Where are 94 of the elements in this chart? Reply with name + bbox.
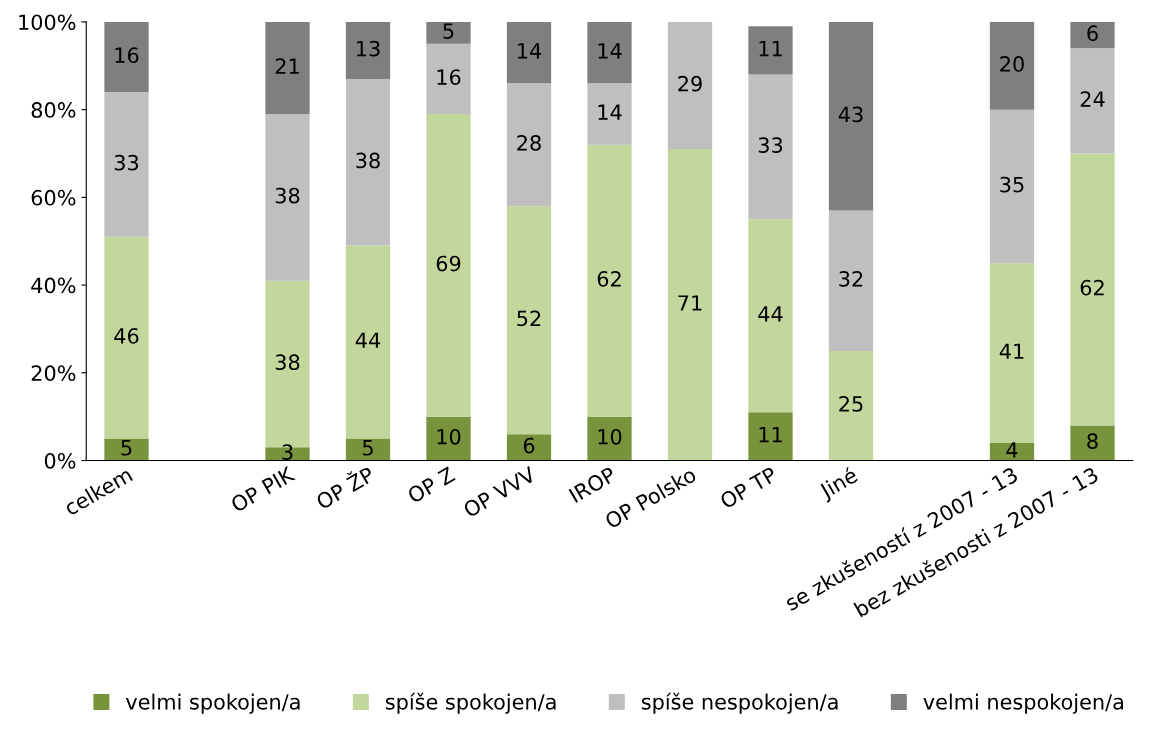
bar bbox=[506, 206, 552, 435]
bar bbox=[989, 263, 1035, 443]
data-label: 46 bbox=[114, 328, 139, 344]
data-label: 13 bbox=[357, 40, 380, 57]
y-tick-label: 100% bbox=[19, 14, 76, 31]
bar bbox=[345, 245, 391, 439]
legend-label: spíše spokojen/a bbox=[385, 692, 556, 714]
data-label: 29 bbox=[678, 75, 702, 92]
data-label: 33 bbox=[758, 137, 783, 153]
bar bbox=[104, 92, 149, 237]
bar bbox=[1070, 21, 1115, 49]
data-label: 20 bbox=[1000, 56, 1024, 72]
data-label: 8 bbox=[1087, 433, 1098, 450]
bar bbox=[587, 83, 632, 145]
bar bbox=[104, 438, 149, 461]
bar bbox=[426, 43, 471, 115]
x-tick-label: OP PIK bbox=[229, 465, 296, 513]
x-tick-label: OP VVV bbox=[462, 465, 537, 518]
bar bbox=[506, 434, 552, 461]
bar bbox=[265, 114, 310, 281]
data-label: 4 bbox=[1006, 442, 1018, 458]
bar bbox=[989, 21, 1035, 110]
bar bbox=[667, 149, 713, 461]
data-label: 11 bbox=[759, 426, 782, 443]
bar bbox=[104, 21, 149, 93]
data-label: 44 bbox=[758, 306, 783, 322]
bar bbox=[828, 350, 874, 461]
data-label: 41 bbox=[999, 343, 1024, 359]
data-label: 6 bbox=[1087, 25, 1098, 42]
data-label: 14 bbox=[518, 43, 542, 59]
bar bbox=[748, 74, 793, 220]
bar bbox=[426, 416, 471, 461]
bar bbox=[748, 26, 793, 75]
data-label: 6 bbox=[523, 437, 535, 454]
bar bbox=[345, 78, 391, 246]
bar bbox=[667, 21, 713, 150]
bar bbox=[506, 21, 552, 84]
x-tick-label: OP TP bbox=[718, 466, 778, 510]
legend-label: spíše nespokojen/a bbox=[641, 692, 838, 714]
y-tick-label: 20% bbox=[31, 365, 76, 382]
data-label: 5 bbox=[443, 23, 454, 39]
bar bbox=[104, 236, 149, 439]
x-tick-label: OP Z bbox=[406, 466, 456, 504]
x-tick-label: IROP bbox=[568, 466, 617, 504]
bar bbox=[1070, 425, 1115, 461]
bar bbox=[989, 109, 1035, 264]
data-label: 25 bbox=[839, 395, 863, 412]
bar bbox=[828, 210, 874, 351]
legend-label: velmi nespokojen/a bbox=[923, 693, 1124, 714]
data-label: 44 bbox=[355, 332, 381, 348]
y-tick-label: 80% bbox=[31, 102, 76, 118]
data-label: 11 bbox=[759, 41, 782, 57]
bar bbox=[828, 21, 874, 211]
data-label: 69 bbox=[436, 255, 461, 272]
data-label: 24 bbox=[1080, 91, 1105, 107]
legend-label: velmi spokojen/a bbox=[125, 693, 300, 714]
data-label: 28 bbox=[517, 135, 541, 151]
bar bbox=[506, 83, 552, 207]
bar bbox=[587, 21, 632, 84]
y-tick-label: 0% bbox=[44, 452, 76, 469]
data-label: 43 bbox=[838, 106, 863, 123]
data-label: 10 bbox=[437, 428, 461, 445]
data-label: 52 bbox=[517, 310, 541, 327]
data-label: 62 bbox=[1080, 279, 1104, 296]
x-tick-label: OP ŽP bbox=[313, 462, 376, 510]
data-label: 38 bbox=[275, 187, 300, 204]
data-label: 21 bbox=[275, 58, 299, 74]
data-label: 32 bbox=[839, 270, 863, 287]
data-label: 10 bbox=[598, 428, 622, 445]
bar bbox=[265, 21, 310, 115]
data-label: 16 bbox=[115, 47, 139, 64]
data-label: 38 bbox=[275, 354, 300, 371]
data-label: 38 bbox=[356, 152, 380, 169]
data-label: 35 bbox=[1000, 176, 1024, 193]
data-label: 5 bbox=[362, 440, 373, 456]
data-label: 71 bbox=[678, 295, 702, 311]
bar bbox=[587, 416, 632, 461]
data-label: 16 bbox=[437, 69, 461, 85]
bar bbox=[748, 412, 793, 461]
data-label: 14 bbox=[598, 43, 622, 59]
data-label: 14 bbox=[598, 104, 622, 120]
y-tick-label: 60% bbox=[31, 189, 76, 206]
bar bbox=[587, 144, 632, 417]
data-label: 3 bbox=[282, 444, 293, 460]
bar bbox=[1070, 48, 1115, 154]
bar bbox=[1070, 153, 1115, 426]
y-tick-label: 40% bbox=[31, 277, 76, 294]
bar bbox=[748, 219, 793, 413]
bar bbox=[426, 21, 471, 44]
bar bbox=[426, 114, 471, 417]
data-label: 62 bbox=[597, 270, 621, 287]
bar bbox=[345, 21, 391, 79]
data-label: 5 bbox=[121, 440, 132, 456]
data-label: 33 bbox=[114, 154, 139, 171]
